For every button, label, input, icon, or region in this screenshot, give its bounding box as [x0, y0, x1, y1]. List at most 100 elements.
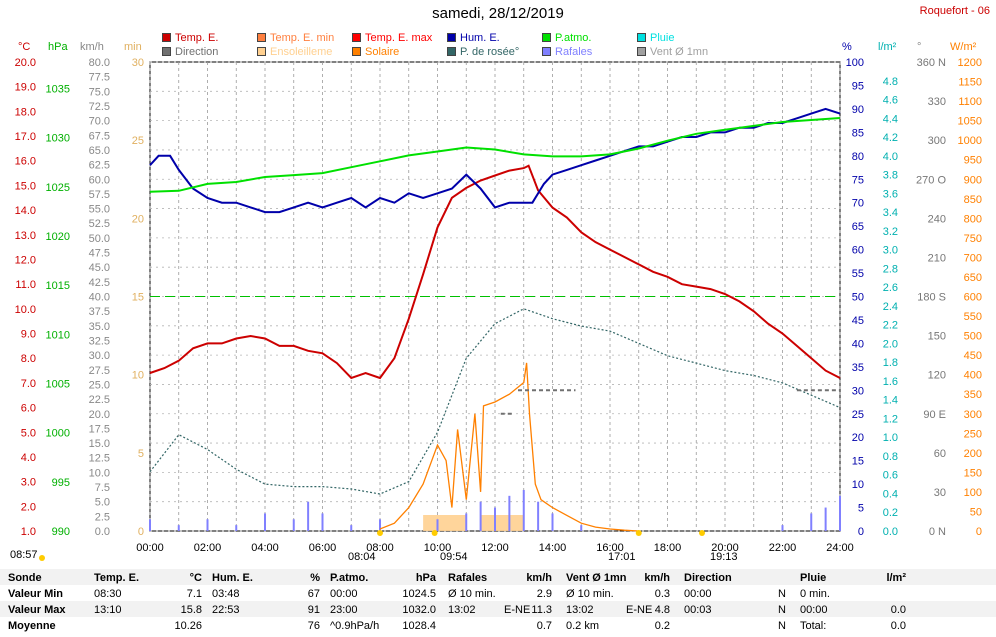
- y-tick-label: 5.0: [21, 427, 36, 439]
- y-tick-label: 200: [964, 448, 982, 460]
- y-tick-label: 150: [928, 331, 946, 343]
- y-tick-label: 4.4: [883, 113, 898, 125]
- summary-header: %: [310, 572, 320, 584]
- y-tick-label: 850: [964, 194, 982, 206]
- summary-cell: 0.2: [654, 620, 670, 632]
- y-tick-label: 75: [852, 174, 864, 186]
- y-tick-label: 15.0: [15, 180, 36, 192]
- y-tick-label: 20.0: [89, 409, 110, 421]
- x-tick-label: 12:00: [481, 542, 509, 554]
- y-tick-label: 8.0: [21, 353, 36, 365]
- y-tick-label: 240: [928, 213, 946, 225]
- y-tick-label: 4.2: [883, 132, 898, 144]
- x-tick-label: 24:00: [826, 542, 854, 554]
- legend-label: Direction: [175, 46, 219, 58]
- y-tick-label: 90 E: [923, 409, 946, 421]
- legend-swatch: [257, 33, 266, 42]
- summary-cell: 11.3: [531, 604, 552, 616]
- legend-swatch: [162, 33, 171, 42]
- summary-cell: ^0.9hPa/h: [330, 620, 380, 632]
- y-tick-label: 1100: [958, 96, 982, 108]
- summary-cell: 00:00: [800, 604, 828, 616]
- y-tick-label: 210: [928, 252, 946, 264]
- y-tick-label: 90: [852, 104, 864, 116]
- x-tick-label: 18:00: [654, 542, 682, 554]
- y-tick-label: 2.8: [883, 263, 898, 275]
- y-tick-label: 5: [858, 503, 864, 515]
- peak-mid-label: 09:54: [440, 551, 468, 563]
- y-tick-label: 3.0: [21, 477, 36, 489]
- legend-label: P. de rosée°: [460, 46, 520, 58]
- x-tick-label: 00:00: [136, 542, 164, 554]
- summary-row-label: Valeur Max: [8, 604, 66, 616]
- legend-label: Temp. E.: [175, 32, 219, 44]
- y-tick-label: 15: [852, 456, 864, 468]
- y-tick-label: 10.0: [15, 304, 36, 316]
- y-tick-label: 1000: [46, 428, 70, 440]
- summary-cell: 7.1: [186, 588, 202, 600]
- y-tick-label: 25: [132, 135, 144, 147]
- legend-label: P.atmo.: [555, 32, 592, 44]
- y-tick-label: 11.0: [15, 279, 36, 291]
- y-tick-label: 1025: [46, 182, 70, 194]
- y-tick-label: 15: [132, 292, 144, 304]
- summary-cell: 0.0: [890, 620, 906, 632]
- sunshine-bar: [423, 515, 467, 531]
- summary-cell: N: [778, 620, 786, 632]
- y-tick-label: 0.6: [883, 470, 898, 482]
- y-tick-label: 37.5: [89, 306, 110, 318]
- summary-cell: 0.0: [890, 604, 906, 616]
- y-tick-label: 2.5: [95, 511, 110, 523]
- y-tick-label: 20: [852, 432, 864, 444]
- y-tick-label: 70: [852, 198, 864, 210]
- y-tick-label: 0: [976, 526, 982, 538]
- legend-item: Pluie: [637, 32, 674, 44]
- y-tick-label: 330: [928, 96, 946, 108]
- y-tick-label: 0.8: [883, 451, 898, 463]
- sunshine-bar: [480, 515, 524, 531]
- y-tick-label: 2.0: [883, 338, 898, 350]
- series-line: [149, 117, 841, 193]
- y-tick-label: 1150: [958, 77, 982, 89]
- sun-marker: [699, 530, 705, 536]
- y-tick-label: 900: [964, 174, 982, 186]
- y-tick-label: 990: [52, 526, 70, 538]
- legend-item: Temp. E. min: [257, 32, 334, 44]
- legend-swatch: [637, 47, 646, 56]
- y-tick-label: 0: [858, 526, 864, 538]
- y-tick-label: 4.8: [883, 76, 898, 88]
- legend-item: Rafales: [542, 46, 592, 58]
- y-tick-label: 700: [964, 252, 982, 264]
- summary-cell: E-NE: [504, 604, 531, 616]
- y-tick-label: 60: [852, 245, 864, 257]
- y-tick-label: 3.2: [883, 226, 898, 238]
- sun-marker: [431, 530, 438, 536]
- summary-cell: 4.8: [654, 604, 670, 616]
- legend-label: Hum. E.: [460, 32, 500, 44]
- summary-header: Rafales: [448, 572, 488, 584]
- y-tick-label: 550: [964, 311, 982, 323]
- summary-cell: N: [778, 588, 786, 600]
- y-tick-label: 12.5: [89, 453, 110, 465]
- y-tick-label: 50.0: [89, 233, 110, 245]
- y-tick-label: 47.5: [89, 248, 110, 260]
- legend-swatch: [447, 33, 456, 42]
- x-tick-label: 08:00: [366, 542, 394, 554]
- summary-cell: 03:48: [212, 588, 240, 600]
- y-tick-label: 0.0: [95, 526, 110, 538]
- y-tick-label: 80.0: [89, 57, 110, 69]
- y-tick-label: 995: [52, 477, 70, 489]
- summary-header: km/h: [526, 572, 552, 584]
- summary-cell: Ø 10 min.: [566, 588, 614, 600]
- y-tick-label: 2.4: [883, 301, 898, 313]
- y-tick-label: 10: [132, 370, 144, 382]
- y-tick-label: 1.4: [883, 395, 898, 407]
- y-tick-label: 120: [928, 370, 946, 382]
- summary-cell: 08:30: [94, 588, 122, 600]
- y-tick-label: 4.6: [883, 95, 898, 107]
- summary-cell: 23:00: [330, 604, 358, 616]
- x-tick-label: 20:00: [711, 542, 739, 554]
- y-tick-label: 1010: [46, 329, 70, 341]
- summary-cell: 13:10: [94, 604, 122, 616]
- summary-header: Pluie: [800, 572, 827, 584]
